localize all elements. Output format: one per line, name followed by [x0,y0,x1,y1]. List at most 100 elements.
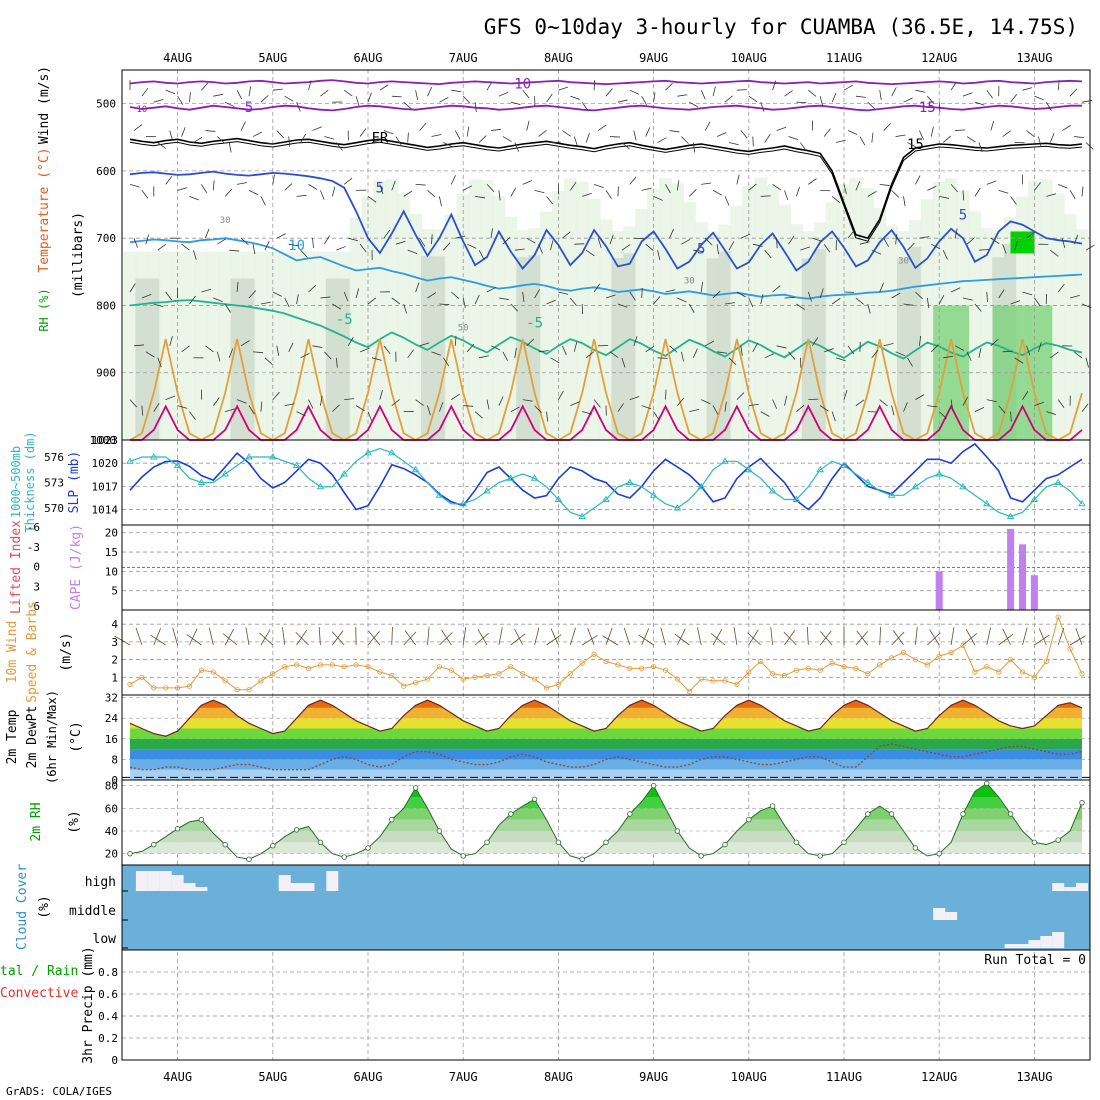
wind-barb [593,183,604,188]
date-label-top: 7AUG [449,51,478,65]
wind-barb [205,130,216,132]
wind-barb [645,243,654,251]
wind-barb [272,291,282,297]
wind-barb [974,187,981,197]
date-label-bottom: 13AUG [1016,1070,1052,1084]
wind-barb [950,81,957,91]
wind-barb [181,127,186,137]
wind-barb-10m [962,633,978,646]
wind-barb [724,401,727,412]
wind-barb [1002,244,1007,254]
thickness-marker [887,491,896,498]
wind-speed-point [151,685,157,691]
wind-barb [169,130,173,141]
wind-barb [582,411,592,415]
wind-barb [760,195,771,197]
wind-barb [641,187,652,191]
wind-speed-point [460,676,466,682]
wind-barb [665,82,673,91]
wind-barb [407,249,418,254]
rh-shade-column [313,251,327,440]
wind-speed-point [293,662,300,668]
wind-barb [1022,391,1029,400]
wind-barb [439,196,442,207]
wind-speed-point [805,665,811,672]
wind-barb [1010,196,1017,205]
wind-barb [712,405,719,415]
rh-shade-column [1075,229,1089,440]
wind-barb [808,398,819,401]
wind-barb [451,393,460,400]
wind-barb [843,390,848,400]
wind-barb [748,403,759,407]
rh-point [293,827,300,833]
wind-barb [573,342,578,352]
wind-barb [260,95,269,103]
wind-speed-point [186,683,193,689]
wind-barb-10m [915,627,918,646]
rh-point [603,839,609,846]
contour-label: 5 [959,208,967,224]
wind-barb [585,351,595,359]
wind-barb [1026,345,1031,356]
wind-barb [1081,186,1084,197]
wind-barb [819,96,824,106]
wind-barb [486,184,495,192]
wind-barb [867,101,876,110]
wind-barb [129,283,136,293]
rh-shade-column-dense [337,278,351,440]
wind-barb [1046,411,1056,415]
wind-barb [165,89,176,95]
wind-barb [379,389,383,400]
wind-barb [502,236,511,245]
wind-barb [895,234,898,245]
rh-shade-column [920,199,934,440]
wind-barb [962,190,965,201]
wind-speed-point [270,671,276,677]
wind-barb [974,407,985,412]
wind-barb [764,134,771,143]
thickness-marker [1078,499,1086,507]
wind-barb [669,130,680,133]
wind-barb [966,351,972,362]
contour-label: 10 [136,105,147,115]
date-label-bottom: 4AUG [163,1070,192,1084]
wind-barb-10m [208,627,214,646]
rh-point [151,841,157,848]
wind-barb-10m [1069,635,1086,646]
rh-point [698,853,704,859]
wind-barb [633,237,644,240]
wind-barb [490,228,493,239]
rh-point [793,839,800,846]
wind-barb [927,405,938,408]
wind-barb [847,230,855,239]
pressure-tick-label: 1000 [90,434,117,447]
wind-barb [621,142,630,150]
wind-barb [776,238,778,249]
thickness-line [129,447,1083,518]
wind-barb [454,130,461,140]
wind-barb [371,139,382,143]
wind-barb [633,336,638,346]
rh-shade-column-dense [242,278,256,440]
wind-barb [320,190,325,200]
wind-barb [570,95,580,100]
wind-speed-point [769,671,776,677]
rh-point [960,811,966,817]
wind-barb [562,345,567,356]
wind-barb [379,184,384,195]
wind-barb-10m [186,634,202,646]
wind-barb [141,190,149,199]
cloud-bar-low [1028,940,1041,948]
wind-barb [823,128,831,137]
wind-barb [807,291,812,302]
rh-tick-label: 60 [105,802,118,815]
wind-barb [772,80,777,91]
wind-barb [903,402,908,412]
wind-barb [427,405,431,416]
wind-barb [272,391,280,400]
wind-barb [907,242,915,251]
wind-barb [312,345,323,348]
rh-point [1031,839,1038,846]
wind-barb [538,350,549,353]
